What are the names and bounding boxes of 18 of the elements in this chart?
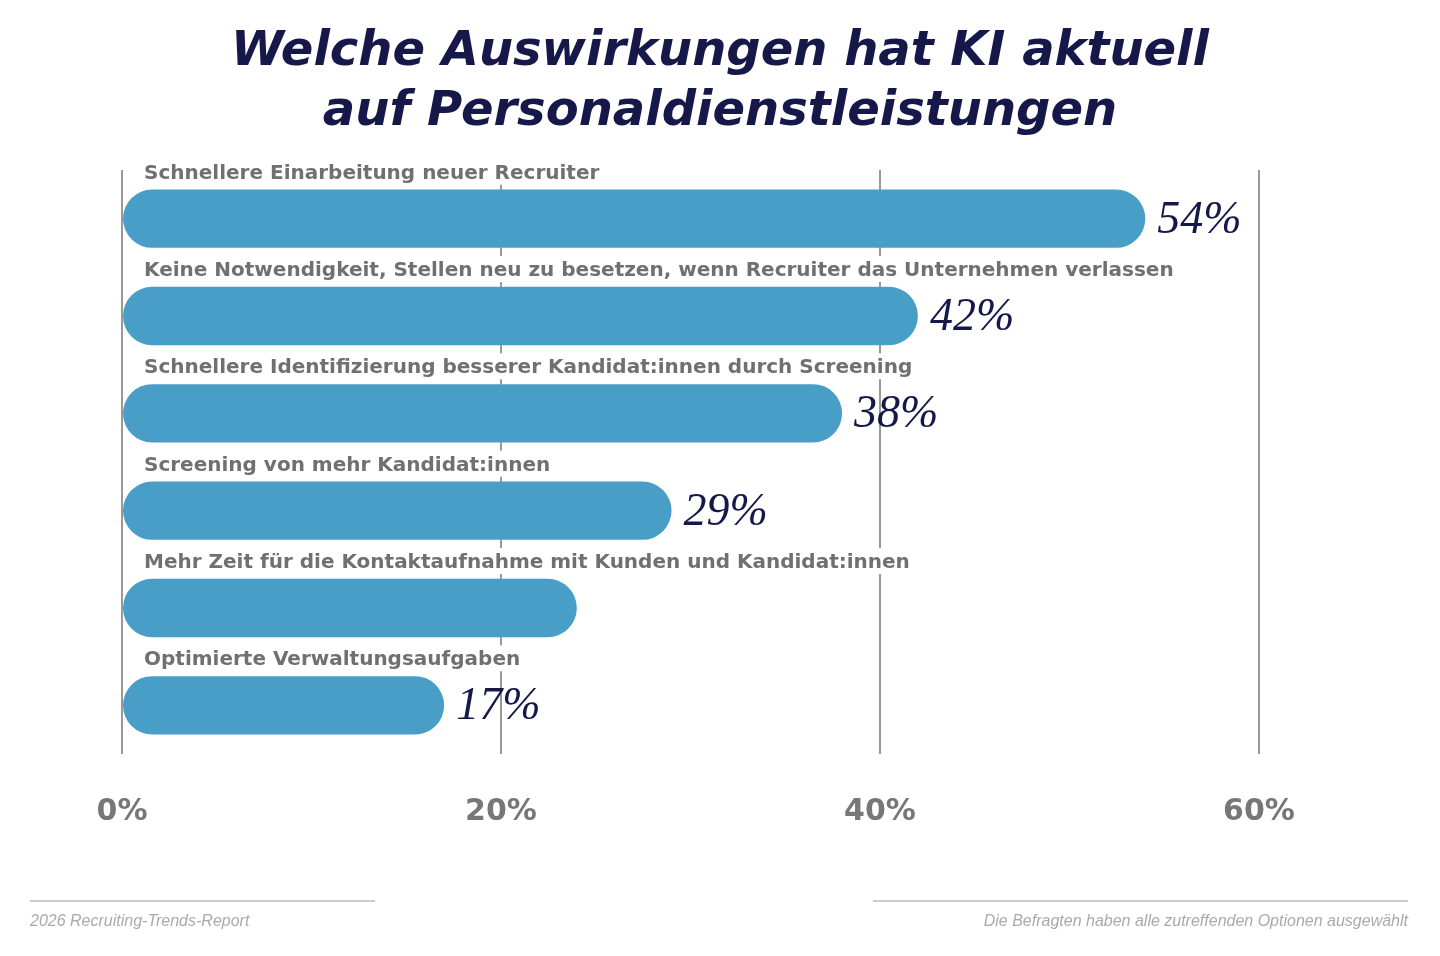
data-label: 17%: [456, 678, 541, 730]
x-tick-label: 60%: [1223, 791, 1295, 827]
text: Die Befragten haben alle zutreffenden Optionen ausgewählt: [873, 900, 1408, 930]
y-tick-label: Schnellere Einarbeitung neuer Recruiter: [144, 159, 600, 184]
chart-title: Welche Auswirkungen hat KI aktuell auf Personaldienstleistungen: [229, 19, 1211, 138]
y-tick-label: Mehr Zeit für die Kontaktaufnahme mit Kunden und Kandidat:innen: [144, 549, 910, 573]
y-tick-label: Screening von mehr Kandidat:innen: [144, 451, 551, 476]
x-tick-label: 40%: [844, 791, 916, 827]
data-label: 29%: [683, 483, 768, 535]
y-tick-label: Schnellere Identifizierung besserer Kandidat:innen durch Screening: [144, 354, 913, 379]
y-tick-label: Optimierte Verwaltungsaufgaben: [144, 646, 521, 671]
x-tick-label: 20%: [465, 791, 537, 827]
text: 2026 Recruiting-Trends-Report: [30, 900, 375, 930]
data-label: 38%: [853, 386, 939, 438]
data-label: 54%: [1157, 191, 1242, 243]
data-label: 42%: [929, 289, 1015, 341]
x-tick-label: 0%: [96, 791, 148, 827]
y-tick-label: Keine Notwendigkeit, Stellen neu zu besetzen, wenn Recruiter das Unternehmen verlassen: [144, 257, 1174, 281]
